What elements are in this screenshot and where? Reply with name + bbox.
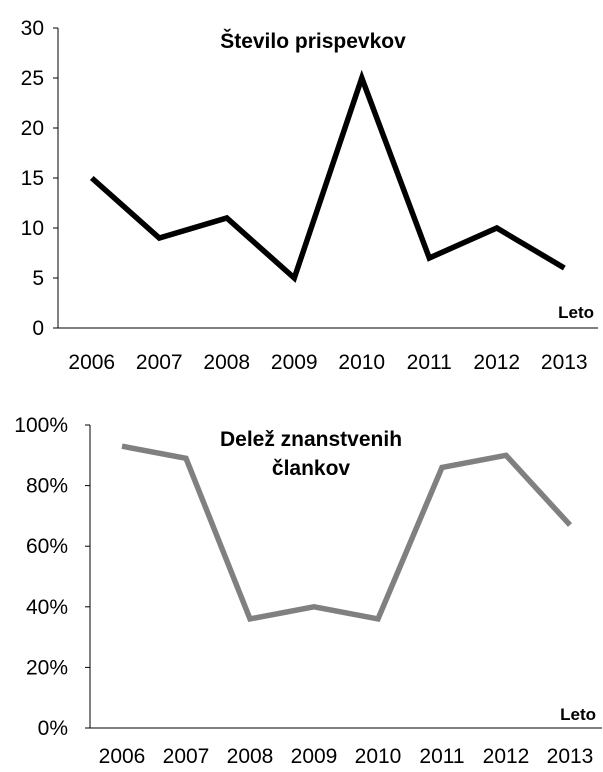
x-tick-label: 2011 [419,745,464,768]
x-tick-label: 2009 [271,351,318,374]
y-tick-label: 15 [21,167,44,190]
x-axis-label: Leto [560,705,596,724]
x-tick-label: 2010 [338,351,385,374]
x-tick-label: 2008 [227,745,274,768]
series-line [89,69,566,283]
y-tick-label: 30 [21,17,44,40]
y-axis: 0 5 10 15 20 25 30 [21,17,59,340]
y-tick-label: 80% [26,475,68,498]
y-tick-label: 20% [26,656,68,679]
x-axis-label: Leto [558,303,594,322]
x-tick-label: 2009 [291,745,338,768]
x-axis: 2006 2007 2008 2009 2010 2011 2012 2013 [90,727,602,768]
chart-title-line-1: Delež znanstvenih [220,428,402,451]
x-tick-label: 2007 [136,351,183,374]
x-tick-label: 2008 [203,351,250,374]
x-tick-label: 2007 [163,745,210,768]
series-group [121,443,573,623]
chart-title: Število prispevkov [220,29,406,53]
y-tick-label: 60% [26,535,68,558]
series-line [121,443,573,623]
x-tick-label: 2006 [68,351,115,374]
y-tick-label: 100% [14,414,68,437]
x-tick-label: 2012 [473,351,520,374]
y-tick-label: 20 [21,117,44,140]
x-tick-label: 2010 [355,745,402,768]
y-tick-label: 0 [32,317,44,340]
x-tick-label: 2011 [407,351,452,374]
x-tick-label: 2006 [99,745,146,768]
y-tick-label: 25 [21,67,44,90]
chart-title-line-2: člankov [272,457,351,480]
y-tick-label: 10 [21,217,44,240]
x-axis: 2006 2007 2008 2009 2010 2011 2012 2013 [58,327,598,374]
y-tick-label: 0% [38,717,68,740]
y-tick-label: 5 [32,267,44,290]
chart-share-of-scientific-articles: Delež znanstvenih člankov 0% 20% 40% 60% 80%… [14,414,602,768]
x-tick-label: 2012 [483,745,530,768]
x-tick-label: 2013 [541,351,588,374]
series-group [89,69,566,283]
chart-number-of-contributions: Število prispevkov 0 5 10 15 20 25 30 2006 2007… [21,17,598,374]
y-tick-label: 40% [26,596,68,619]
y-axis: 0% 20% 40% 60% 80% 100% [14,414,91,740]
x-tick-label: 2013 [547,745,594,768]
